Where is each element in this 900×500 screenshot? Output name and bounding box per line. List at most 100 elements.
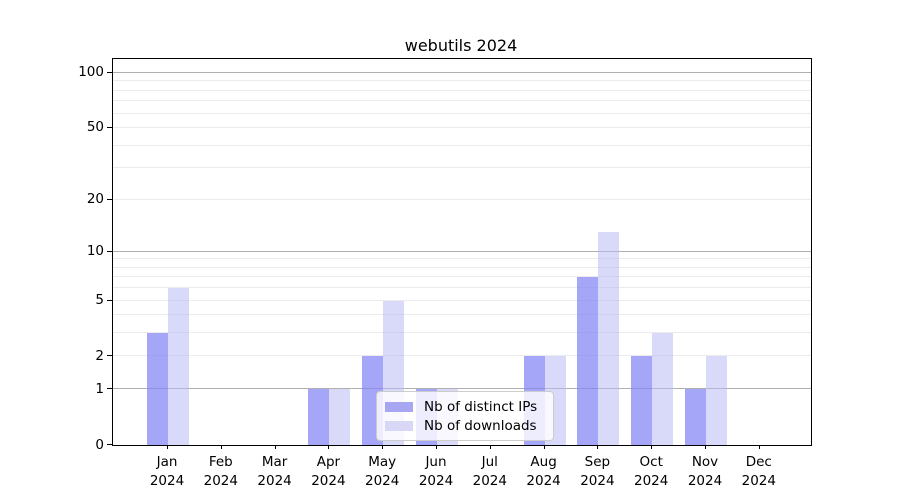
x-tick-label-year: 2024 bbox=[634, 473, 669, 489]
x-tick-label: Feb 2024 bbox=[191, 453, 251, 491]
gridline-minor bbox=[113, 276, 811, 278]
y-tick-label: 10 bbox=[86, 243, 104, 260]
gridline-minor bbox=[113, 258, 811, 260]
chart-title: webutils 2024 bbox=[404, 36, 518, 55]
gridline-major bbox=[113, 71, 811, 73]
x-tick-label-month: Jun bbox=[425, 454, 447, 470]
y-tick-label: 5 bbox=[95, 292, 104, 309]
x-axis-tick bbox=[651, 445, 653, 449]
x-tick-label-month: Jul bbox=[481, 454, 498, 470]
legend-label: Nb of distinct IPs bbox=[424, 398, 538, 415]
y-axis-tick bbox=[107, 388, 112, 390]
x-tick-label: Aug 2024 bbox=[514, 453, 574, 491]
x-tick-label: Mar 2024 bbox=[245, 453, 305, 491]
y-axis-tick bbox=[107, 198, 112, 200]
legend: Nb of distinct IPs Nb of downloads bbox=[376, 391, 554, 441]
x-tick-label-month: Nov bbox=[691, 454, 719, 470]
plot-area: Nb of distinct IPs Nb of downloads bbox=[112, 58, 812, 446]
x-tick-label-month: May bbox=[368, 454, 397, 470]
x-tick-label: May 2024 bbox=[352, 453, 412, 491]
x-tick-label: Jan 2024 bbox=[137, 453, 197, 491]
y-tick-label: 20 bbox=[86, 191, 104, 208]
x-tick-label-month: Sep bbox=[584, 454, 611, 470]
x-axis-tick bbox=[167, 445, 168, 449]
gridline-minor bbox=[113, 355, 811, 357]
legend-swatch-distinct-ips bbox=[385, 401, 413, 412]
gridline-major bbox=[113, 250, 811, 252]
x-axis-tick bbox=[489, 445, 491, 449]
x-tick-label-month: Oct bbox=[639, 454, 663, 470]
gridline-minor bbox=[113, 89, 811, 91]
x-tick-label: Sep 2024 bbox=[567, 453, 627, 491]
bar-distinct-ips bbox=[147, 333, 168, 445]
gridline-minor bbox=[113, 332, 811, 334]
gridline-minor bbox=[113, 314, 811, 316]
x-tick-label-year: 2024 bbox=[311, 473, 346, 489]
x-axis-tick bbox=[436, 445, 437, 449]
x-tick-label: Nov 2024 bbox=[675, 453, 735, 491]
x-tick-label-month: Mar bbox=[261, 454, 288, 470]
x-tick-label-year: 2024 bbox=[472, 473, 507, 489]
x-axis-tick bbox=[220, 445, 222, 449]
y-tick-label: 1 bbox=[95, 380, 104, 397]
bar-distinct-ips bbox=[577, 277, 599, 445]
y-axis-tick bbox=[107, 71, 112, 73]
x-tick-label-month: Apr bbox=[316, 454, 341, 470]
gridline-minor bbox=[113, 198, 811, 200]
bar-downloads bbox=[168, 288, 189, 445]
y-axis-tick bbox=[107, 126, 112, 128]
bar-distinct-ips bbox=[685, 389, 706, 445]
x-tick-label: Jun 2024 bbox=[406, 453, 466, 491]
x-axis-tick bbox=[758, 445, 760, 449]
x-tick-label-year: 2024 bbox=[580, 473, 615, 489]
x-tick-label-year: 2024 bbox=[365, 473, 400, 489]
bar-downloads bbox=[329, 389, 351, 445]
gridline-minor bbox=[113, 287, 811, 289]
y-axis-tick bbox=[107, 444, 112, 445]
bar-distinct-ips bbox=[631, 356, 653, 445]
legend-row: Nb of distinct IPs bbox=[385, 397, 545, 416]
gridline-minor bbox=[113, 80, 811, 82]
x-axis-tick bbox=[705, 445, 706, 449]
gridline-minor bbox=[113, 266, 811, 268]
y-tick-label: 50 bbox=[86, 119, 104, 136]
gridline-minor bbox=[113, 167, 811, 169]
gridline-minor bbox=[113, 100, 811, 102]
gridline-minor bbox=[113, 144, 811, 146]
bar-downloads bbox=[706, 356, 727, 445]
gridline-major bbox=[113, 388, 811, 390]
x-axis-tick bbox=[382, 445, 384, 449]
x-tick-label-year: 2024 bbox=[149, 473, 185, 489]
y-axis-tick bbox=[107, 355, 112, 357]
bar-downloads bbox=[652, 333, 674, 445]
y-tick-label: 0 bbox=[95, 436, 104, 453]
x-tick-label-month: Jan bbox=[156, 454, 178, 470]
x-tick-label-year: 2024 bbox=[203, 473, 238, 489]
gridline-minor bbox=[113, 299, 811, 301]
legend-row: Nb of downloads bbox=[385, 416, 545, 435]
x-tick-label-year: 2024 bbox=[526, 473, 561, 489]
legend-swatch-downloads bbox=[385, 420, 413, 431]
x-tick-label-year: 2024 bbox=[418, 473, 454, 489]
x-axis-tick bbox=[597, 445, 599, 449]
x-tick-label: Jul 2024 bbox=[460, 453, 520, 491]
bar-distinct-ips bbox=[308, 389, 330, 445]
x-tick-label-year: 2024 bbox=[257, 473, 292, 489]
x-tick-label: Apr 2024 bbox=[298, 453, 358, 491]
gridline-minor bbox=[113, 127, 811, 128]
x-tick-label-month: Feb bbox=[208, 454, 233, 470]
x-tick-label: Dec 2024 bbox=[729, 453, 789, 491]
x-tick-label-year: 2024 bbox=[741, 473, 776, 489]
x-axis-tick bbox=[543, 445, 545, 449]
x-tick-label-year: 2024 bbox=[687, 473, 723, 489]
x-tick-label: Oct 2024 bbox=[621, 453, 681, 491]
y-axis-tick bbox=[107, 299, 112, 301]
gridline-minor bbox=[113, 112, 811, 114]
x-axis-tick bbox=[328, 445, 330, 449]
bar-downloads bbox=[598, 232, 620, 445]
x-tick-label-month: Aug bbox=[530, 454, 557, 470]
y-tick-label: 2 bbox=[95, 347, 104, 364]
y-axis-tick bbox=[107, 250, 112, 252]
x-axis-tick bbox=[274, 445, 276, 449]
